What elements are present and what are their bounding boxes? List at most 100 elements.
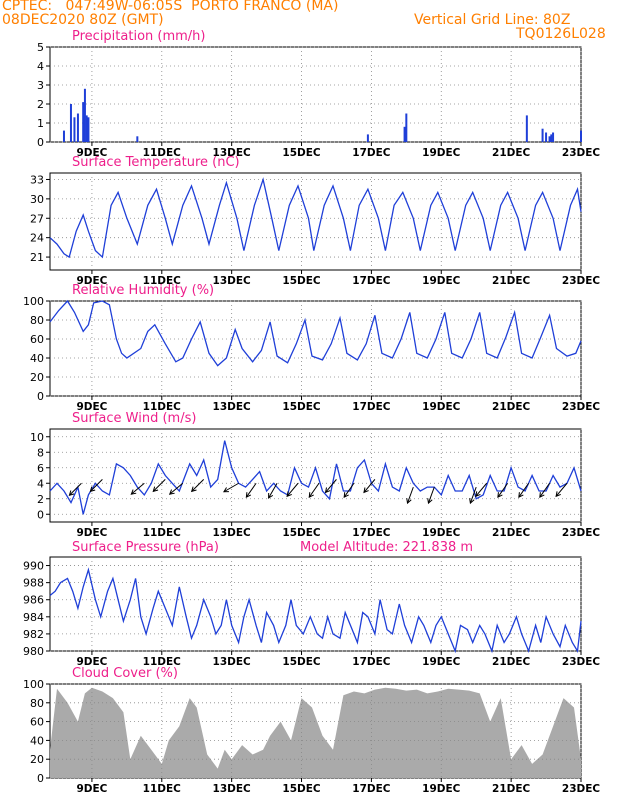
- precip-ytick-label: 1: [37, 117, 44, 130]
- wind-arrow-head: [89, 486, 96, 493]
- cloud-xtick-label: 17DEC: [352, 783, 391, 795]
- header-vertical-grid-line: Vertical Grid Line: 80Z: [414, 12, 571, 28]
- precip-bar: [85, 115, 88, 142]
- wind-arrow-shaft: [286, 482, 299, 497]
- precip-bar: [580, 130, 582, 142]
- cloud-ytick-label: 80: [30, 697, 44, 710]
- humidity-ytick-label: 20: [30, 371, 44, 384]
- precip-ytick-label: 2: [37, 98, 44, 111]
- wind-line: [49, 440, 582, 515]
- cloud-xtick-label: 11DEC: [143, 783, 182, 795]
- precip-bar: [83, 88, 86, 142]
- temp-xtick-label: 9DEC: [76, 275, 107, 287]
- cloud-ytick-label: 0: [37, 772, 44, 785]
- precip-bar: [405, 113, 408, 142]
- temp-xtick-label: 23DEC: [562, 275, 601, 287]
- precip-xtick-label: 9DEC: [76, 147, 107, 159]
- precip-bar: [76, 113, 79, 142]
- pressure-line: [49, 567, 582, 654]
- temp-ytick-label: 27: [30, 212, 44, 225]
- wind-xtick-label: 13DEC: [213, 527, 252, 539]
- wind-ytick-label: 10: [30, 431, 44, 444]
- header-model-code: TQ0126L028: [516, 26, 606, 42]
- temp-xtick-label: 21DEC: [492, 275, 531, 287]
- wind-arrow-shaft: [308, 482, 320, 498]
- wind-xtick-label: 11DEC: [143, 527, 182, 539]
- precip-xtick-label: 11DEC: [143, 147, 182, 159]
- wind-xtick-label: 9DEC: [76, 527, 107, 539]
- temp-ytick-label: 30: [30, 193, 44, 206]
- cloud-title: Cloud Cover (%): [72, 666, 178, 681]
- temp-ytick-label: 24: [30, 232, 44, 245]
- temp-ytick-label: 21: [30, 251, 44, 264]
- pressure-ytick-label: 980: [23, 645, 44, 658]
- wind-arrow-shaft: [469, 486, 477, 504]
- precip-bar: [550, 134, 553, 142]
- precip-xtick-label: 19DEC: [422, 147, 461, 159]
- humidity-ytick-label: 60: [30, 333, 44, 346]
- pressure-ytick-label: 990: [23, 560, 44, 573]
- pressure-xtick-label: 17DEC: [352, 656, 391, 668]
- pressure-xtick-label: 13DEC: [213, 656, 252, 668]
- wind-arrow-head: [518, 492, 524, 499]
- wind-ytick-label: 6: [37, 462, 44, 475]
- wind-ytick-label: 4: [37, 477, 44, 490]
- wind-arrow-head: [152, 486, 159, 493]
- temp-xtick-label: 13DEC: [213, 275, 252, 287]
- header-station-line: CPTEC: 047:49W-06:05S PORTO FRANCO (MA): [2, 0, 339, 14]
- wind-xtick-label: 21DEC: [492, 527, 531, 539]
- pressure-ytick-label: 988: [23, 577, 44, 590]
- wind-arrow-head: [286, 491, 292, 498]
- pressure-model-altitude: Model Altitude: 221.838 m: [300, 540, 474, 555]
- wind-arrow-shaft: [343, 482, 355, 498]
- pressure-xtick-label: 19DEC: [422, 656, 461, 668]
- wind-xtick-label: 15DEC: [282, 527, 321, 539]
- cloud-ytick-label: 20: [30, 753, 44, 766]
- temp-xtick-label: 17DEC: [352, 275, 391, 287]
- wind-arrow-head: [308, 492, 314, 499]
- humidity-xtick-label: 19DEC: [422, 401, 461, 413]
- wind-arrow-shaft: [169, 482, 184, 495]
- precip-xtick-label: 21DEC: [492, 147, 531, 159]
- wind-arrow-head: [245, 492, 252, 499]
- cloud-xtick-label: 21DEC: [492, 783, 531, 795]
- wind-arrow-head: [190, 486, 197, 493]
- humidity-title: Relative Humidity (%): [72, 283, 215, 298]
- pressure-xtick-label: 11DEC: [143, 656, 182, 668]
- wind-title: Surface Wind (m/s): [72, 411, 197, 426]
- precip-bar: [548, 136, 551, 142]
- precip-bar: [403, 126, 406, 142]
- wind-arrow-shaft: [427, 486, 435, 504]
- wind-arrow-shaft: [69, 482, 82, 496]
- temp-frame: [49, 172, 582, 271]
- wind-arrow-shaft: [539, 482, 550, 498]
- wind-arrow-shaft: [497, 482, 509, 498]
- precip-xtick-label: 23DEC: [562, 147, 601, 159]
- humidity-line: [49, 299, 582, 367]
- cloud-xtick-label: 19DEC: [422, 783, 461, 795]
- pressure-ytick-label: 986: [23, 594, 44, 607]
- temp-ytick-label: 33: [30, 173, 44, 186]
- humidity-xtick-label: 21DEC: [492, 401, 531, 413]
- wind-arrow-head: [539, 492, 545, 499]
- temp-xtick-label: 15DEC: [282, 275, 321, 287]
- pressure-ytick-label: 984: [23, 611, 44, 624]
- temp-xtick-label: 19DEC: [422, 275, 461, 287]
- wind-arrow-shaft: [363, 479, 376, 493]
- wind-arrow-shaft: [90, 479, 103, 492]
- precip-bar: [73, 117, 76, 142]
- cloud-ytick-label: 60: [30, 716, 44, 729]
- wind-arrow-shaft: [555, 482, 568, 497]
- pressure-xtick-label: 9DEC: [76, 656, 107, 668]
- precip-bar: [136, 136, 139, 142]
- precip-bar: [87, 117, 90, 142]
- wind-arrow-head: [168, 489, 175, 495]
- wind-arrow-shaft: [475, 482, 488, 497]
- precip-ytick-label: 4: [37, 60, 44, 73]
- wind-arrow-shaft: [245, 482, 257, 498]
- wind-arrow-shaft: [407, 486, 414, 504]
- humidity-ytick-label: 40: [30, 352, 44, 365]
- precip-xtick-label: 17DEC: [352, 147, 391, 159]
- wind-ytick-label: 2: [37, 493, 44, 506]
- humidity-xtick-label: 11DEC: [143, 401, 182, 413]
